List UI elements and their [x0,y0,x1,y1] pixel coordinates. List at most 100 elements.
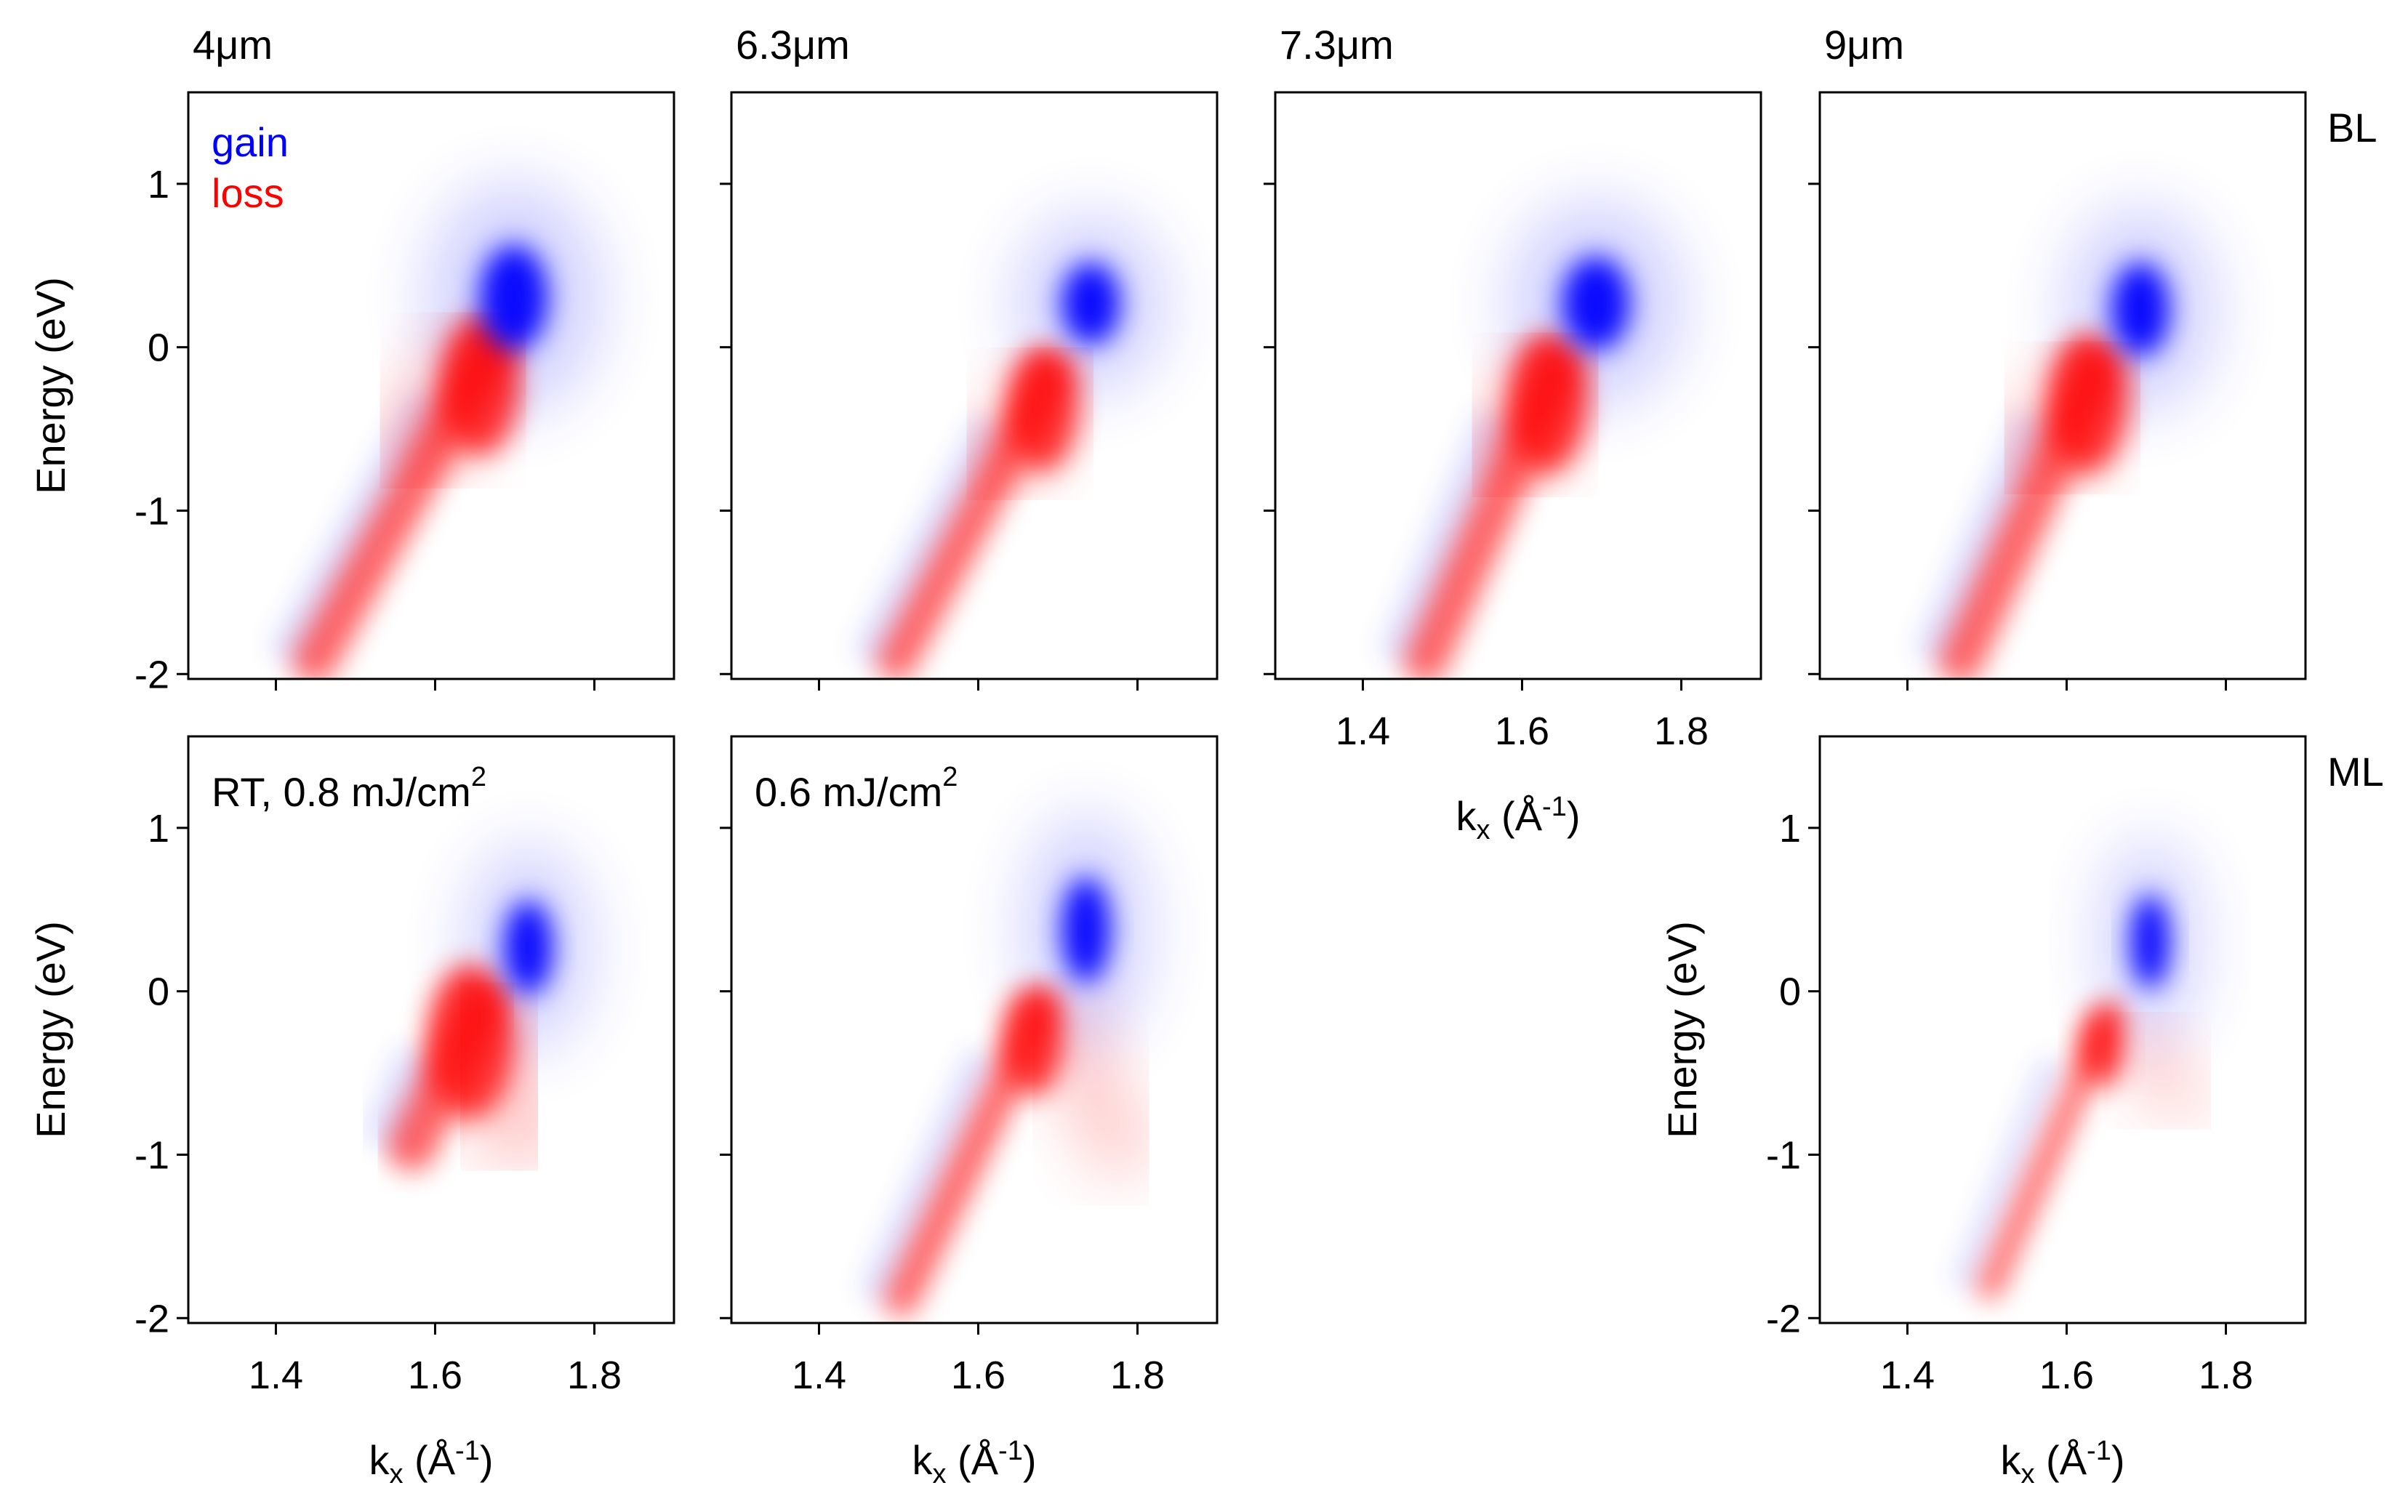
panel-frame [1818,91,2307,680]
x-axis-label-part: x [932,1459,946,1489]
panel: 6.3μm [720,22,1219,691]
loss-core [1002,986,1064,1096]
panel-frame [730,735,1219,1324]
y-axis-label: Energy (eV) [28,921,73,1138]
x-axis-label-part: -1 [1542,792,1567,822]
x-tick-label: 1.8 [2199,1354,2253,1397]
panel-frame [187,91,675,680]
x-axis-label-part: x [1476,815,1490,845]
x-tick-label: 1.4 [1880,1354,1935,1397]
y-tick-label: -2 [135,653,169,696]
x-axis-label-part: (Å [1490,793,1542,839]
panel: 1.4 1.6 1.8 kx (Å-1) 0.6 mJ/cm2 [720,735,1219,1489]
x-axis-label: kx (Å-1) [1456,792,1580,845]
x-tick-label: 1.8 [1110,1354,1165,1397]
panel-title: 7.3μm [1280,22,1394,68]
gain-core [1061,262,1120,345]
x-tick-label: 1.6 [951,1354,1006,1397]
gain-core [479,244,548,351]
heatmap [360,844,592,1172]
x-axis-label-part: -1 [2087,1436,2111,1466]
x-axis-label-part: (Å [946,1437,998,1483]
annotation-part: RT, 0.8 mJ/cm [212,769,471,815]
y-tick-label: 0 [148,970,169,1014]
x-axis-label-part: k [2000,1437,2021,1483]
panel-frame [187,735,675,1324]
gain-core [1061,877,1111,983]
y-tick-label: 0 [148,326,169,370]
x-axis-label: kx (Å-1) [369,1436,493,1489]
loss-core [1007,347,1077,472]
x-axis-label-part: -1 [455,1436,480,1466]
panel: -2 -1 0 1 Energy (eV) 4μm gain loss [28,22,675,696]
x-axis-label-part: k [1456,793,1477,839]
panel-frame [1274,91,1762,680]
y-axis-label: Energy (eV) [28,277,73,494]
row-label: BL [2327,105,2377,150]
loss-halo [2107,1018,2208,1124]
annotation: 0.6 mJ/cm2 [755,762,958,815]
gain-faint [856,1046,1000,1307]
annotation: gain [212,119,289,165]
y-tick-label: 1 [148,163,169,206]
loss-halo [1030,998,1152,1178]
panel: -2 -1 0 1 1.4 1.6 1.8 Energy (eV) kx (Å-1) ML [1659,735,2384,1489]
heatmap [1376,200,1685,679]
gain-faint [1949,1054,2065,1292]
gain-core [1562,256,1630,351]
y-tick-label: -1 [1766,1133,1801,1177]
gain-core [2130,894,2170,989]
loss-core [440,315,519,456]
annotation-part: 0.6 mJ/cm [755,769,942,815]
y-tick-label: 1 [1779,807,1801,850]
panel-frame [730,91,1219,680]
y-tick-label: -2 [135,1297,169,1340]
x-tick-label: 1.8 [1654,709,1709,753]
gain-core [2111,262,2170,357]
annotation: RT, 0.8 mJ/cm2 [212,762,486,815]
panel-frame [1818,735,2307,1324]
x-tick-label: 1.6 [408,1354,462,1397]
x-axis-label-part: ) [2111,1437,2125,1483]
x-axis-label-part: ) [1567,793,1581,839]
loss-core [1507,333,1587,473]
gain-faint [360,1044,444,1157]
panel: 9μm BL [1808,22,2377,691]
heatmap [1911,206,2217,679]
y-tick-label: 0 [1779,970,1801,1014]
heatmap [856,813,1152,1317]
panel: 1.4 1.6 1.8 kx (Å-1) 7.3μm [1264,22,1762,845]
annotation-part: 2 [471,762,486,792]
x-tick-label: 1.6 [1495,709,1549,753]
x-tick-label: 1.4 [1336,709,1390,753]
x-tick-label: 1.8 [567,1354,622,1397]
row-label: ML [2327,749,2384,795]
loss-core [2079,1008,2124,1087]
gain-core [504,900,553,995]
x-axis-label-part: (Å [403,1437,455,1483]
y-tick-label: -1 [135,1133,169,1177]
y-tick-label: -2 [1766,1297,1801,1340]
y-tick-label: -1 [135,489,169,533]
y-axis-label: Energy (eV) [1659,921,1705,1138]
x-axis-label-part: -1 [998,1436,1023,1466]
x-axis-label-part: ) [1023,1437,1037,1483]
x-tick-label: 1.6 [2039,1354,2094,1397]
x-tick-label: 1.4 [249,1354,303,1397]
annotation-part: 2 [942,762,958,792]
panel-title: 6.3μm [736,22,850,68]
x-axis-label-part: k [912,1437,933,1483]
x-tick-label: 1.4 [792,1354,846,1397]
x-axis-label: kx (Å-1) [2000,1436,2124,1489]
y-tick-label: 1 [148,807,169,850]
heatmap [1949,838,2208,1300]
loss-core [426,963,514,1119]
panel-title: 4μm [193,22,273,68]
panel: -2 -1 0 1 1.4 1.6 1.8 Energy (eV) kx (Å-1) RT, 0.… [28,735,675,1489]
heatmap [850,213,1167,679]
panel-title: 9μm [1824,22,1904,68]
x-axis-label-part: (Å [2034,1437,2087,1483]
heatmap [266,181,603,679]
